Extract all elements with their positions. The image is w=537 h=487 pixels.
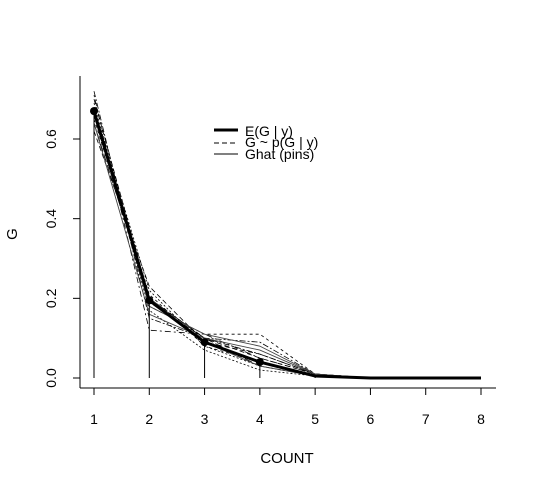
posterior-draw-line (93, 130, 481, 379)
y-tick-label: 0.6 (43, 129, 59, 149)
y-tick-label: 0.0 (43, 368, 59, 388)
x-axis-label: COUNT (260, 450, 313, 467)
axes-layer: 1 2 3 4 5 6 7 8 0.0 0.2 0.4 0.6 (43, 76, 496, 427)
posterior-draw-line (93, 95, 481, 379)
expected-point (255, 358, 264, 367)
expected-point (200, 338, 209, 347)
x-tick-label: 2 (145, 411, 153, 427)
y-axis-label: G (4, 228, 21, 240)
legend: E(G | y) G ~ p(G | y) Ghat (pins) (214, 123, 318, 162)
x-tick-label: 6 (367, 411, 375, 427)
x-tick-label: 8 (477, 411, 485, 427)
x-tick-label: 5 (311, 411, 319, 427)
posterior-draw-line (93, 103, 481, 379)
expected-point (90, 107, 98, 116)
x-tick-label: 3 (201, 411, 209, 427)
posterior-draw-line (93, 114, 481, 379)
lines-layer (92, 91, 481, 380)
legend-label-ghat: Ghat (pins) (245, 146, 314, 162)
points-layer (90, 107, 264, 367)
legend-label-draws: G ~ p(G | y) (245, 134, 318, 150)
expected-point (145, 296, 154, 305)
expected-line (92, 110, 481, 380)
x-tick-label: 7 (422, 411, 430, 427)
posterior-draw-line (93, 91, 481, 379)
y-tick-label: 0.2 (43, 288, 59, 308)
legend-label-expected: E(G | y) (245, 123, 293, 139)
x-tick-label: 4 (256, 411, 264, 427)
y-tick-label: 0.4 (43, 209, 59, 229)
x-tick-label: 1 (90, 411, 98, 427)
